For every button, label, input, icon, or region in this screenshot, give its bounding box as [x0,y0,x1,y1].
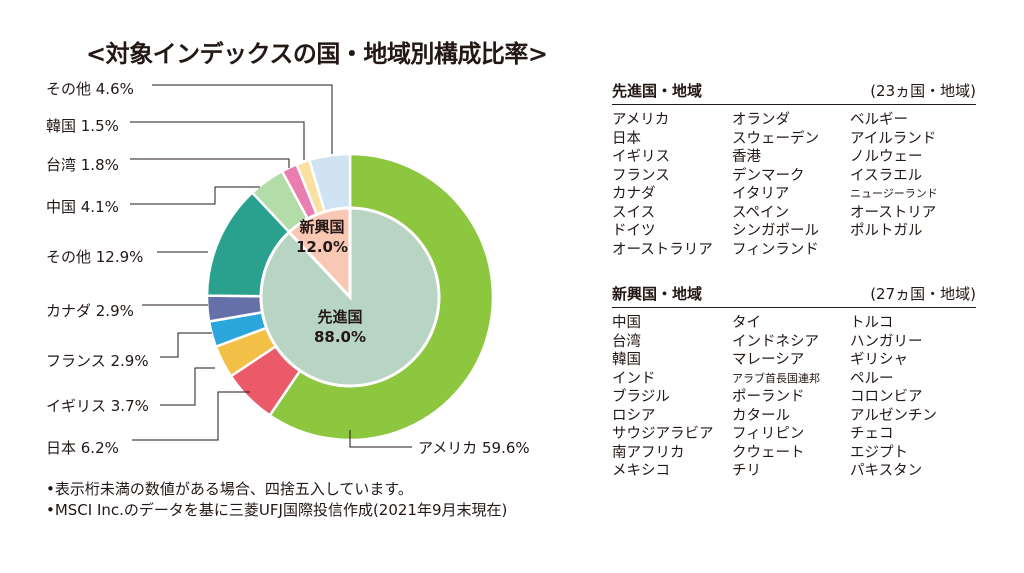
emerging-heading: 新興国・地域 [612,285,703,303]
country-item: ペルー [850,370,894,387]
country-item: アラブ首長国連邦 [732,371,820,385]
country-item: インドネシア [732,333,819,350]
country-item: オーストリア [850,204,937,221]
country-item: アイルランド [850,130,937,147]
country-item: イスラエル [850,167,923,184]
country-item: カタール [732,407,790,424]
slice-label: 台湾 1.8% [46,156,119,174]
country-item: カナダ [612,186,656,202]
emerging-count: (27ヵ国・地域) [870,285,976,303]
country-item: ポルトガル [850,223,923,239]
developed-heading: 先進国・地域 [612,82,703,100]
developed-count: (23ヵ国・地域) [870,82,976,100]
inner-slice [286,206,352,301]
country-column: 中国台湾韓国インドブラジルロシアサウジアラビア 南アフリカメキシコ [612,314,714,481]
country-column: オランダスウェーデン 香港デンマークイタリアスペインシンガポール フィンランド [732,111,819,259]
country-item: アルゼンチン [850,407,937,424]
slice-label: その他 12.9% [46,248,144,266]
country-item: ブラジル [612,389,670,405]
slice-label: カナダ 2.9% [46,302,134,320]
country-item: パキスタン [850,463,923,479]
country-item: シンガポール [732,223,819,239]
slice-label: 日本 6.2% [46,439,119,457]
leader-line [132,391,250,441]
country-item: オランダ [732,112,790,128]
country-item: ノルウェー [850,149,923,165]
country-item: 日本 [612,130,641,147]
country-item: コロンビア [850,389,923,405]
leader-line [160,332,212,358]
slice-label: 中国 4.1% [46,198,119,216]
developed-table: 先進国・地域 (23ヵ国・地域) アメリカ日本イギリスフランスカナダスイスドイツ… [612,80,976,258]
country-item: フィンランド [732,241,819,258]
country-item: イギリス [612,149,670,165]
inner-value: 88.0% [314,328,366,346]
country-item: タイ [732,315,761,331]
slice-label: その他 4.6% [46,80,134,98]
chart-title: <対象インデックスの国・地域別構成比率> [86,40,548,68]
footnote: •MSCI Inc.のデータを基に三菱UFJ国際投信作成(2021年9月末現在) [46,501,508,519]
country-item: アメリカ [612,112,670,128]
country-item: チリ [732,463,761,479]
footnotes: •表示桁未満の数値がある場合、四捨五入しています。 •MSCI Inc.のデータ… [46,479,507,521]
country-item: トルコ [850,315,894,331]
country-column: ベルギーアイルランド ノルウェーイスラエルニュージーランドオーストリア ポルトガル [850,111,938,241]
country-column: タイインドネシア マレーシアアラブ首長国連邦 ポーランドカタールフィリピンクウェート… [732,314,820,481]
country-item: クウェート [732,444,805,461]
slice-label: フランス 2.9% [46,352,149,370]
slice-label: 韓国 1.5% [46,117,119,135]
country-item: チェコ [850,426,894,442]
inner-label: 先進国 [317,308,362,326]
country-item: オーストラリア [612,241,713,258]
emerging-table: 新興国・地域 (27ヵ国・地域) 中国台湾韓国インドブラジルロシアサウジアラビア… [612,283,976,479]
inner-label: 新興国 [299,218,344,236]
country-item: ハンガリー [850,333,923,350]
country-item: ポーランド [732,389,805,405]
leader-line [160,367,215,406]
country-item: スウェーデン [732,130,819,147]
country-item: ドイツ [612,223,656,239]
country-item: ロシア [612,407,656,424]
slice-label: イギリス 3.7% [46,397,149,415]
country-item: サウジアラビア [612,426,714,442]
country-item: デンマーク [732,167,805,184]
country-item: メキシコ [612,463,670,479]
leader-line [152,84,333,154]
country-item: 香港 [732,149,761,165]
leader-line [130,186,260,205]
country-item: スペイン [732,204,789,221]
country-item: 中国 [612,315,641,331]
country-item: スイス [612,204,656,221]
leader-line [130,121,305,160]
country-item: ギリシャ [850,352,908,368]
country-item: ニュージーランド [850,187,938,200]
country-item: マレーシア [732,352,805,368]
donut-chart: 先進国 88.0% 新興国 12.0% [130,84,495,448]
country-item: エジプト [850,444,908,461]
country-item: フィリピン [732,426,805,442]
country-item: 南アフリカ [612,444,685,461]
country-item: ベルギー [850,112,908,128]
country-item: 韓国 [612,352,641,368]
country-column: トルコハンガリーギリシャペルーコロンビアアルゼンチン チェコエジプトパキスタン [850,314,937,481]
country-item: インド [612,370,656,387]
country-column: アメリカ日本イギリスフランスカナダスイスドイツオーストラリア [612,111,713,259]
slice-label: アメリカ 59.6% [418,439,530,457]
inner-value: 12.0% [296,238,348,256]
country-item: イタリア [732,186,790,202]
footnote: •表示桁未満の数値がある場合、四捨五入しています。 [46,480,413,498]
leader-line [349,430,412,448]
country-item: 台湾 [612,333,641,350]
leader-line [130,158,290,168]
country-item: フランス [612,167,670,184]
